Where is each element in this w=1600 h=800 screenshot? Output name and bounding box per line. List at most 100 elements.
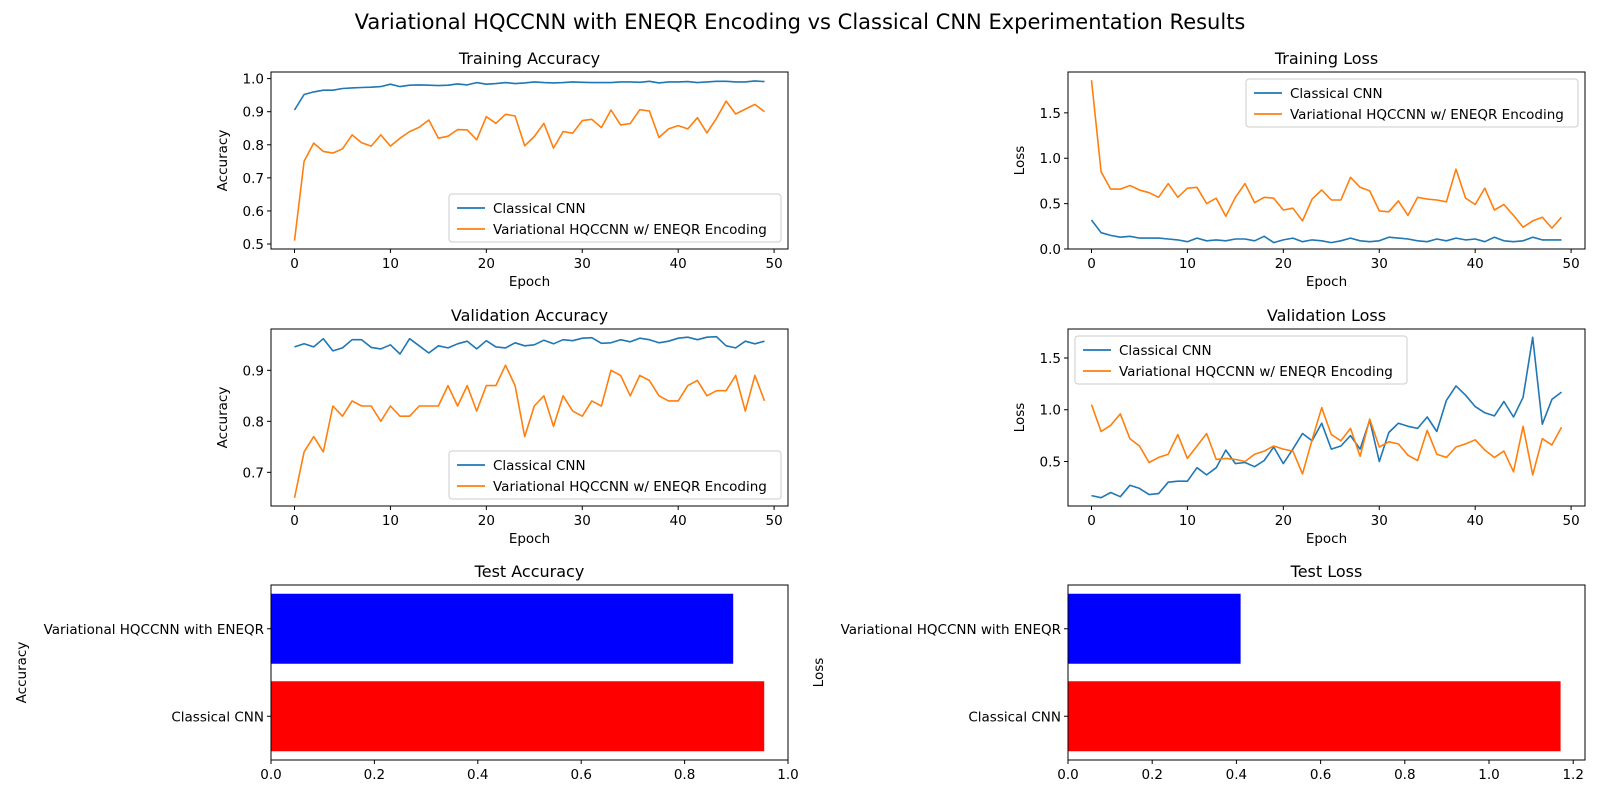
x-tick-label: 10 [382, 256, 399, 272]
chart-training-accuracy: 0 10 20 30 40 50 0.5 0.6 0.7 0.8 0.9 1.0 Training Ac… [215, 49, 789, 290]
y-tick-label: 0.6 [243, 204, 264, 220]
series-line-classical-cnn [1091, 336, 1562, 499]
series-line-classical-cnn [294, 335, 765, 355]
category-label-variational-hqccnn-with-eneqr: Variational HQCCNN with ENEQR [841, 622, 1061, 638]
legend-box [1245, 78, 1579, 128]
bar-classical-cnn [271, 681, 765, 752]
y-tick-label: 0.9 [243, 105, 264, 121]
y-axis-label: Accuracy [14, 642, 30, 704]
legend-label-classical-cnn: Classical CNN [493, 458, 586, 474]
plot-frame [270, 584, 789, 761]
x-tick-label: 40 [670, 513, 687, 529]
x-tick-label: 1.2 [1562, 767, 1583, 783]
x-tick-label: 40 [670, 256, 687, 272]
legend: Classical CNN Variational HQCCNN w/ ENEQR… [1245, 78, 1579, 128]
chart-title: Validation Accuracy [451, 306, 608, 325]
plot-frame [270, 328, 789, 507]
category-label-classical-cnn: Classical CNN [968, 709, 1061, 725]
x-axis-label: Epoch [1306, 531, 1347, 547]
chart-validation-accuracy: 0 10 20 30 40 50 0.7 0.8 0.9 Validation Accuracy E… [215, 306, 789, 547]
chart-training-loss: 0 10 20 30 40 50 0.0 0.5 1.0 1.5 Training Loss Epoc… [1012, 49, 1586, 290]
chart-validation-loss: 0 10 20 30 40 50 0.5 1.0 1.5 Validation Loss Epoch… [1012, 306, 1586, 547]
chart-title: Test Loss [1290, 562, 1363, 581]
series-line-classical-cnn [1090, 219, 1562, 244]
series-line-variational-hqccnn-w-eneqr-encoding [293, 364, 766, 498]
x-tick-label: 20 [1275, 256, 1292, 272]
y-axis-label: Accuracy [215, 130, 231, 192]
x-axis-label: Epoch [509, 274, 550, 290]
series-line-classical-cnn [293, 80, 765, 111]
legend-label-classical-cnn: Classical CNN [1119, 343, 1212, 359]
legend-label-variational-hqccnn-w-eneqr-encoding: Variational HQCCNN w/ ENEQR Encoding [1119, 364, 1393, 380]
legend: Classical CNN Variational HQCCNN w/ ENEQR… [1074, 335, 1408, 385]
plot-frame [1067, 71, 1586, 250]
y-tick-label: 0.9 [243, 363, 264, 379]
x-tick-label: 0.6 [1310, 767, 1331, 783]
bar-variational-hqccnn-with-eneqr [1068, 593, 1241, 664]
x-tick-label: 30 [1371, 513, 1388, 529]
chart-title: Training Accuracy [458, 49, 600, 68]
y-axis-label: Loss [1012, 146, 1028, 176]
chart-test-loss: Variational HQCCNN with ENEQR Classical C… [811, 562, 1586, 783]
chart-title: Validation Loss [1267, 306, 1386, 325]
x-tick-label: 50 [1562, 513, 1579, 529]
x-tick-label: 10 [1179, 513, 1196, 529]
series-line-variational-hqccnn-w-eneqr-encoding [293, 100, 765, 241]
bar-classical-cnn [1068, 681, 1561, 752]
x-tick-label: 0.4 [1226, 767, 1247, 783]
category-label-variational-hqccnn-with-eneqr: Variational HQCCNN with ENEQR [44, 622, 264, 638]
y-tick-label: 0.0 [1040, 242, 1061, 258]
legend-box [448, 193, 782, 243]
x-tick-label: 1.0 [1478, 767, 1499, 783]
y-tick-label: 0.7 [243, 465, 264, 481]
series-line-variational-hqccnn-w-eneqr-encoding [1090, 404, 1563, 476]
x-tick-label: 0.6 [570, 767, 591, 783]
legend-box [1074, 335, 1408, 385]
series-line-variational-hqccnn-w-eneqr-encoding [1090, 80, 1563, 229]
x-tick-label: 0.8 [674, 767, 695, 783]
x-tick-label: 0.0 [260, 767, 281, 783]
category-label-classical-cnn: Classical CNN [171, 709, 264, 725]
x-tick-label: 40 [1467, 256, 1484, 272]
x-tick-label: 0.2 [364, 767, 385, 783]
legend: Classical CNN Variational HQCCNN w/ ENEQR… [448, 450, 782, 500]
y-tick-label: 1.5 [1040, 351, 1061, 367]
legend-label-variational-hqccnn-w-eneqr-encoding: Variational HQCCNN w/ ENEQR Encoding [493, 479, 767, 495]
x-axis-label: Epoch [1306, 274, 1347, 290]
x-tick-label: 50 [765, 256, 782, 272]
x-tick-label: 0.2 [1141, 767, 1162, 783]
y-axis-label: Loss [1012, 403, 1028, 433]
x-tick-label: 50 [765, 513, 782, 529]
y-tick-label: 0.8 [243, 414, 264, 430]
legend-label-classical-cnn: Classical CNN [493, 201, 586, 217]
plot-frame [1067, 584, 1586, 761]
x-tick-label: 20 [478, 513, 495, 529]
y-tick-label: 1.0 [1040, 151, 1061, 167]
y-tick-label: 0.7 [243, 171, 264, 187]
x-tick-label: 20 [1275, 513, 1292, 529]
bar-variational-hqccnn-with-eneqr [271, 593, 734, 664]
y-tick-label: 0.5 [1040, 454, 1061, 470]
x-tick-label: 30 [1371, 256, 1388, 272]
x-tick-label: 0.0 [1057, 767, 1078, 783]
figure-title: Variational HQCCNN with ENEQR Encoding v… [354, 10, 1246, 34]
x-tick-label: 0 [290, 256, 299, 272]
x-tick-label: 0 [1087, 256, 1096, 272]
x-tick-label: 20 [478, 256, 495, 272]
legend-label-variational-hqccnn-w-eneqr-encoding: Variational HQCCNN w/ ENEQR Encoding [493, 222, 767, 238]
chart-title: Test Accuracy [474, 562, 585, 581]
y-tick-label: 0.8 [243, 138, 264, 154]
x-tick-label: 30 [574, 513, 591, 529]
x-tick-label: 0 [290, 513, 299, 529]
x-tick-label: 0 [1087, 513, 1096, 529]
y-tick-label: 0.5 [1040, 197, 1061, 213]
x-tick-label: 40 [1467, 513, 1484, 529]
chart-test-accuracy: Variational HQCCNN with ENEQR Classical C… [14, 562, 799, 783]
y-tick-label: 1.0 [1040, 403, 1061, 419]
x-tick-label: 50 [1562, 256, 1579, 272]
y-tick-label: 1.0 [243, 72, 264, 88]
x-tick-label: 30 [574, 256, 591, 272]
x-tick-label: 10 [1179, 256, 1196, 272]
y-tick-label: 1.5 [1040, 106, 1061, 122]
